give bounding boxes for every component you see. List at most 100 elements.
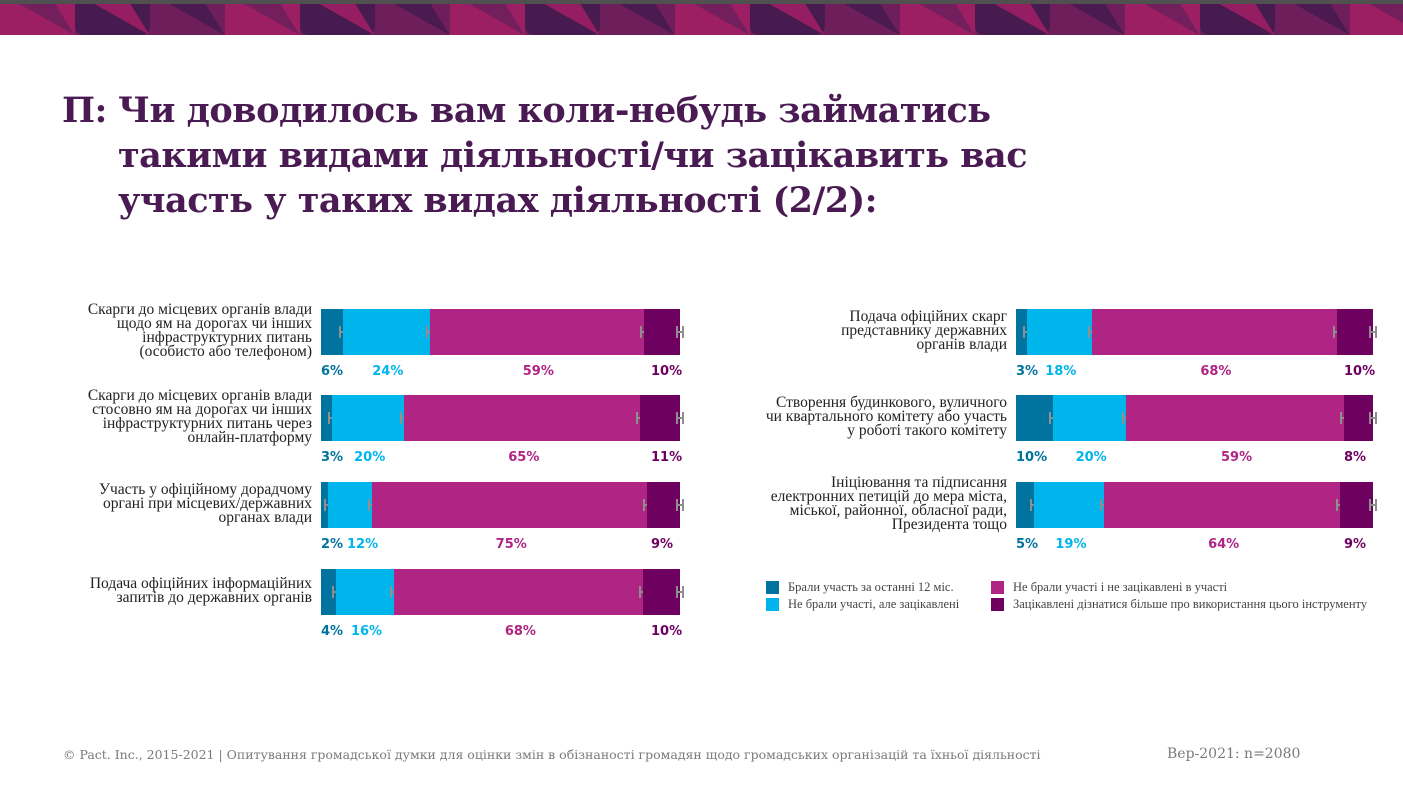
- bar-segment-interested: [328, 482, 377, 528]
- bar-segment-participated: [1016, 395, 1057, 441]
- data-label-participated: 5%: [1016, 537, 1039, 552]
- error-bar: [675, 326, 684, 338]
- bar-segment-not-interested: [1126, 395, 1348, 441]
- bar-segment-participated: [321, 309, 347, 355]
- data-label-want-to-learn: 10%: [651, 364, 683, 379]
- title-line-2: такими видами діяльності/чи зацікавить в…: [118, 135, 1028, 176]
- data-label-want-to-learn: 9%: [1344, 537, 1367, 552]
- row-label-line: у роботі такого комітету: [847, 422, 1007, 439]
- banner-triangle: [619, 4, 675, 35]
- bar-segment-not-interested: [404, 395, 645, 441]
- legend-item-want-to-learn: Зацікавлені дізнатися більше про викорис…: [991, 597, 1367, 612]
- row-label: Ініціювання та підписання електронних пет…: [707, 475, 1007, 533]
- data-label-not-interested: 75%: [495, 537, 527, 552]
- data-label-not-interested: 64%: [1208, 537, 1240, 552]
- footer-copyright: © Pact. Inc., 2015-2021 | Опитування гро…: [63, 747, 1041, 762]
- stacked-bar: [321, 482, 684, 528]
- banner-triangle: [469, 4, 525, 35]
- bar-segment-interested: [1034, 482, 1109, 528]
- row-label-line: міської, районної, обласної ради,: [789, 502, 1007, 519]
- data-label-want-to-learn: 10%: [651, 624, 683, 639]
- legend-item-not-interested: Не брали участі і не зацікавлені в участ…: [991, 580, 1227, 595]
- banner-triangle: [844, 4, 900, 35]
- banner-triangle: [994, 4, 1050, 35]
- row-label-line: чи квартального комітету або участь: [765, 408, 1007, 425]
- bar-segment-not-interested: [394, 569, 648, 615]
- banner-triangle: [1144, 4, 1200, 35]
- banner-triangle: [544, 4, 600, 35]
- error-bar: [1368, 412, 1377, 424]
- error-bar: [1368, 326, 1377, 338]
- data-label-interested: 20%: [354, 450, 386, 465]
- banner-triangle: [94, 4, 150, 35]
- data-label-interested: 16%: [350, 624, 383, 639]
- row-label-line: Створення будинкового, вуличного: [775, 394, 1007, 411]
- bar-segment-want-to-learn: [1339, 482, 1377, 528]
- row-label-line: (особисто або телефоном): [139, 343, 312, 360]
- banner-triangle: [769, 4, 825, 35]
- error-bar: [675, 412, 684, 424]
- bar-segment-want-to-learn: [643, 569, 684, 615]
- row-label-line: щодо ям на дорогах чи інших: [116, 315, 312, 332]
- bar-segment-participated: [1016, 482, 1039, 528]
- row-label-line: інфраструктурних питань через: [102, 415, 312, 432]
- legend-item-interested: Не брали участі, але зацікавлені: [766, 597, 959, 612]
- bar-segment-not-interested: [429, 309, 648, 355]
- data-label-participated: 2%: [321, 537, 344, 552]
- row-label: Створення будинкового, вуличного чи кварт…: [707, 394, 1007, 439]
- decorative-banner: [0, 0, 1403, 35]
- title-line-1: Чи доводилось вам коли-небудь займатись: [118, 90, 991, 131]
- bar-segment-not-interested: [372, 482, 651, 528]
- data-label-not-interested: 59%: [522, 364, 554, 379]
- banner-triangle: [1369, 4, 1403, 23]
- error-bar: [1368, 499, 1377, 511]
- question-prefix: П:: [62, 90, 107, 131]
- bar-segment-interested: [331, 395, 409, 441]
- legend-label: Не брали участі, але зацікавлені: [788, 597, 960, 611]
- row-label-line: онлайн-платформу: [187, 429, 312, 446]
- bar-segment-want-to-learn: [640, 395, 684, 441]
- banner-strip: [0, 0, 1403, 4]
- banner-triangle: [244, 4, 300, 35]
- legend-swatch: [991, 581, 1004, 594]
- bar-segment-participated: [321, 569, 340, 615]
- banner-pattern: [0, 0, 1403, 35]
- banner-triangle: [319, 4, 375, 35]
- legend-swatch: [766, 598, 779, 611]
- data-label-want-to-learn: 9%: [651, 537, 674, 552]
- data-label-participated: 3%: [321, 450, 344, 465]
- row-label-line: запитів до державних органів: [116, 589, 312, 606]
- row-label-line: представнику державних: [841, 322, 1007, 339]
- banner-triangle: [919, 4, 975, 35]
- row-label-line: інфраструктурних питань: [142, 329, 312, 346]
- bar-segment-want-to-learn: [1336, 309, 1377, 355]
- bar-segment-participated: [321, 482, 333, 528]
- banner-triangle: [1069, 4, 1125, 35]
- legend-item-participated: Брали участь за останні 12 міс.: [766, 580, 954, 595]
- banner-triangle: [394, 4, 450, 35]
- stacked-bar: [321, 395, 684, 441]
- data-label-interested: 12%: [347, 537, 379, 552]
- footer-sample-size: Вер-2021: n=2080: [1167, 746, 1301, 762]
- data-label-participated: 6%: [321, 364, 344, 379]
- data-label-not-interested: 68%: [504, 624, 536, 639]
- data-label-not-interested: 59%: [1220, 450, 1253, 465]
- error-bar: [675, 499, 684, 511]
- row-label: Подача офіційних інформаційних запитів до…: [12, 575, 312, 606]
- row-label-line: Подача офіційних інформаційних: [89, 575, 312, 592]
- banner-triangle: [19, 4, 75, 35]
- banner-triangle: [169, 4, 225, 35]
- data-label-interested: 19%: [1055, 537, 1087, 552]
- data-label-want-to-learn: 8%: [1344, 450, 1367, 465]
- bar-segment-interested: [335, 569, 399, 615]
- row-label: Подача офіційних скарг представнику держа…: [707, 309, 1007, 353]
- banner-triangle: [694, 4, 750, 35]
- data-label-not-interested: 68%: [1200, 364, 1232, 379]
- title-line-3: участь у таких видах діяльності (2/2):: [118, 180, 878, 221]
- row-label-line: органі при місцевих/державних: [102, 495, 312, 512]
- stacked-bar: [321, 309, 684, 355]
- row-label-line: стосовно ям на дорогах чи інших: [92, 401, 312, 418]
- stacked-bar: [1016, 395, 1377, 441]
- bar-segment-interested: [1026, 309, 1096, 355]
